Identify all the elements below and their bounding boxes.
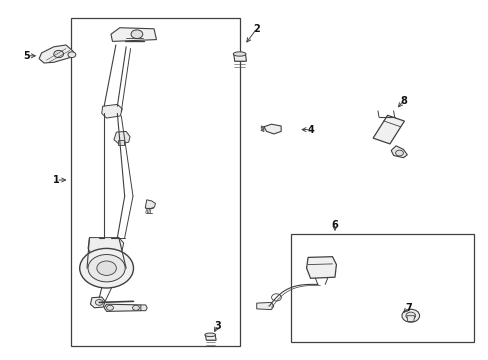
Circle shape [131, 30, 142, 39]
Polygon shape [205, 335, 216, 340]
Text: 6: 6 [331, 220, 338, 230]
Circle shape [395, 150, 403, 156]
Polygon shape [306, 257, 336, 278]
Bar [71, 18, 239, 346]
Bar [290, 234, 473, 342]
Polygon shape [111, 28, 156, 41]
Polygon shape [233, 54, 246, 61]
Circle shape [54, 50, 63, 58]
Circle shape [97, 261, 116, 275]
Circle shape [405, 312, 415, 319]
Text: 8: 8 [399, 96, 406, 106]
Polygon shape [88, 238, 123, 256]
Text: 2: 2 [253, 24, 260, 34]
Circle shape [132, 305, 139, 310]
Ellipse shape [204, 333, 215, 337]
Polygon shape [141, 305, 147, 311]
Circle shape [106, 305, 113, 310]
Circle shape [68, 52, 76, 58]
Polygon shape [104, 304, 142, 311]
Bar [118, 140, 124, 145]
Ellipse shape [233, 52, 245, 56]
Text: 4: 4 [306, 125, 313, 135]
Circle shape [401, 309, 419, 322]
Text: 3: 3 [214, 321, 221, 331]
Polygon shape [102, 104, 122, 118]
Polygon shape [390, 146, 407, 158]
Text: 5: 5 [23, 51, 30, 61]
Text: 1: 1 [53, 175, 60, 185]
Circle shape [80, 248, 133, 288]
Polygon shape [114, 131, 130, 144]
Text: 7: 7 [404, 303, 411, 313]
Polygon shape [145, 200, 155, 209]
Circle shape [88, 255, 125, 282]
Polygon shape [264, 124, 281, 134]
Polygon shape [372, 115, 404, 144]
Circle shape [95, 300, 103, 305]
Polygon shape [256, 302, 273, 310]
Polygon shape [39, 45, 73, 63]
Polygon shape [90, 297, 105, 308]
Polygon shape [406, 316, 414, 321]
